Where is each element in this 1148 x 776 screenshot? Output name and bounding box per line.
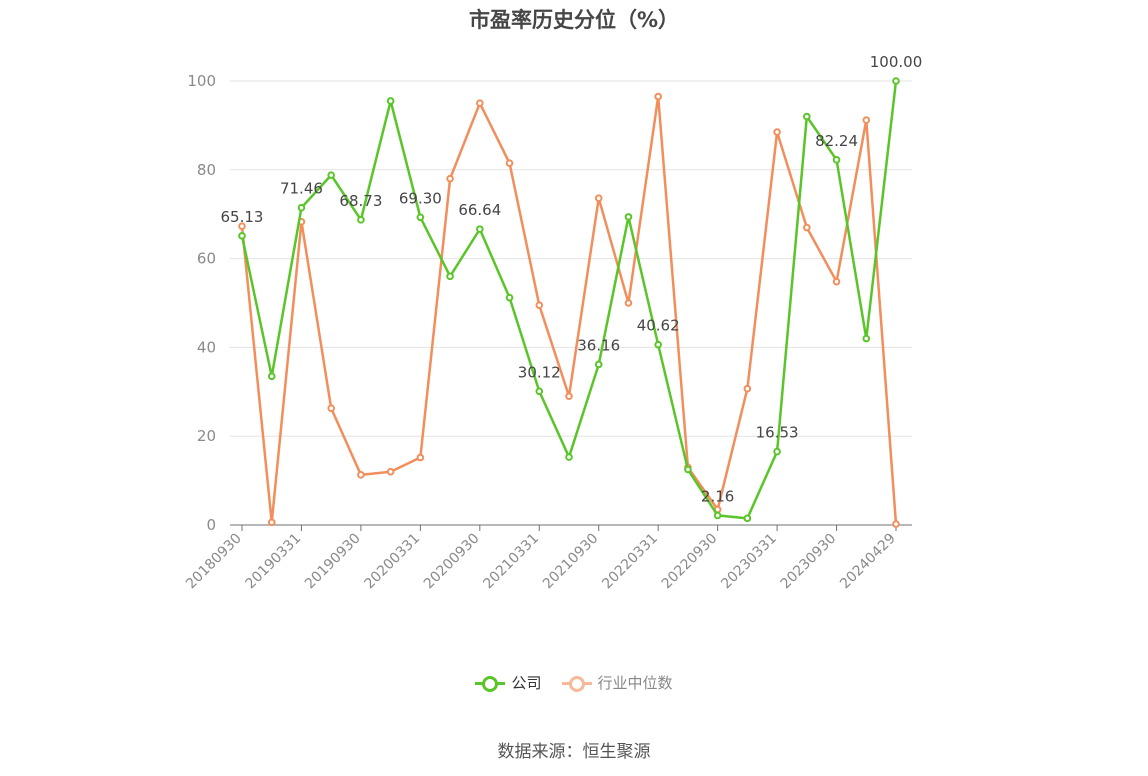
company-point [446,272,454,281]
company-data-label: 71.46 [280,180,323,198]
company-point [654,340,662,349]
company-point [743,514,752,523]
industry-point [535,301,544,310]
industry-point [565,392,573,401]
y-tick-label: 60 [197,250,216,268]
x-tick-label: 20220930 [659,531,721,593]
company-point [713,511,722,520]
company-point [565,453,573,461]
y-tick-label: 100 [187,72,216,90]
industry-point [327,404,335,413]
x-tick-label: 20230930 [778,531,840,593]
company-point [773,447,781,456]
company-point [862,334,871,343]
industry-point [476,99,484,107]
legend-company-label: 公司 [511,674,542,692]
series-lines [238,77,900,528]
company-data-label: 65.13 [221,208,264,226]
industry-point [773,128,781,136]
x-tick-label: 20180930 [183,531,245,593]
legend-item-industry[interactable]: 行业中位数 [561,672,673,693]
chart-title: 市盈率历史分位（%） [468,8,680,32]
industry-point [505,159,514,167]
legend-company-swatch-icon [475,675,506,692]
company-point [803,112,811,121]
company-data-label: 40.62 [637,317,680,335]
company-point [832,156,841,164]
legend-item-company[interactable]: 公司 [475,672,542,693]
company-data-label: 100.00 [870,53,923,71]
company-point [594,360,603,369]
industry-point [862,116,871,124]
y-tick-label: 0 [206,516,216,534]
industry-point [357,471,365,479]
x-tick-label: 20190930 [302,531,364,593]
legend-industry-label: 行业中位数 [597,674,673,692]
company-data-label: 36.16 [577,336,620,354]
x-tick-label: 20210331 [480,531,542,593]
company-data-label: 69.30 [399,189,442,207]
company-point [267,372,276,381]
company-point [297,203,306,212]
industry-point [416,453,425,462]
industry-point [832,277,841,286]
industry-point [386,467,395,476]
company-point [476,225,484,233]
company-data-label: 16.53 [756,424,799,442]
industry-point [803,223,811,232]
company-data-label: 2.16 [701,487,734,505]
company-point [416,213,425,222]
company-data-label: 66.64 [458,201,501,219]
x-tick-label: 20200930 [421,531,483,593]
legend-industry-swatch-icon [561,675,592,692]
company-point [684,465,692,474]
x-tick-label: 20210930 [540,531,602,593]
source-note: 数据来源：恒生聚源 [497,742,651,762]
industry-point [892,520,900,528]
company-point [327,171,335,179]
company-point [535,387,544,396]
company-point [357,216,365,224]
y-tick-label: 20 [197,427,216,445]
company-point [892,77,900,85]
company-data-label: 68.73 [339,192,382,210]
industry-point [446,174,454,183]
legend: 公司 行业中位数 [0,672,1148,693]
y-tick-label: 40 [197,338,216,356]
industry-point [267,518,276,527]
x-tick-label: 20230331 [718,531,780,593]
industry-point [594,194,603,203]
data-labels: 65.13 71.46 68.73 69.30 66.64 30.12 36.16 40.62… [221,53,923,505]
industry-point [238,222,246,230]
x-tick-label: 20240429 [837,531,899,593]
x-tick-label: 20190331 [243,531,305,593]
y-tick-label: 80 [197,161,216,179]
x-tick-label: 20200331 [361,531,423,593]
company-data-label: 30.12 [518,363,561,381]
company-data-label: 82.24 [815,132,858,150]
industry-point [624,299,633,307]
company-point [386,97,395,105]
company-point [505,293,514,302]
industry-point [743,384,752,393]
industry-point [654,92,662,101]
x-tick-label: 20220331 [599,531,661,593]
company-point [238,232,246,240]
company-series-line [240,80,898,520]
company-point [624,213,633,221]
